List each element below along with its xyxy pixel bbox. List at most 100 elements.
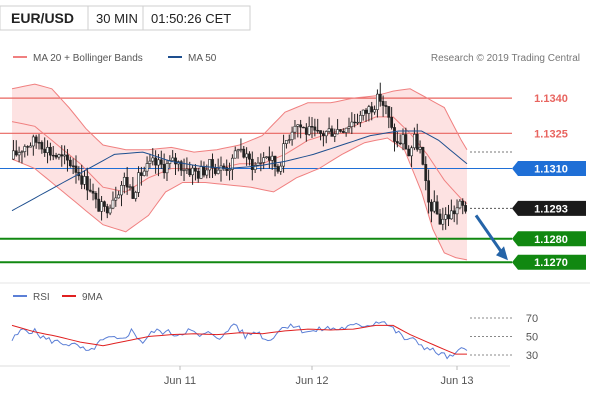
candle-body: [376, 93, 379, 110]
bollinger-band-area: [12, 84, 467, 260]
candle-body: [162, 164, 166, 174]
candle-body: [350, 121, 354, 127]
candle-body: [159, 159, 163, 165]
candle-body: [179, 161, 183, 171]
candle-body: [54, 155, 58, 158]
forecast-arrow: [474, 214, 508, 261]
price-label-1.1325: 1.1325: [534, 128, 568, 140]
candle-body: [435, 201, 439, 215]
candle-body: [199, 166, 203, 179]
candle-body: [259, 162, 263, 164]
candle-body: [57, 154, 61, 158]
candle-body: [373, 109, 376, 113]
candle-body: [111, 199, 115, 209]
candle-body: [276, 166, 280, 172]
candle-body: [395, 141, 399, 144]
candle-body: [296, 124, 300, 127]
candle-body: [211, 159, 214, 169]
candle-body: [290, 131, 294, 140]
candle-body: [310, 126, 314, 128]
price-tag-1.1280: [512, 231, 586, 247]
candle-body: [245, 153, 249, 158]
candle-body: [228, 169, 231, 171]
candle-body: [253, 164, 257, 170]
candle-body: [185, 168, 189, 171]
candle-body: [108, 207, 112, 214]
candle-body: [401, 134, 405, 145]
candle-body: [63, 154, 67, 157]
candle-body: [131, 186, 135, 199]
candle-body: [196, 170, 200, 179]
time-label: 01:50:26 CET: [151, 11, 231, 26]
candle-body: [438, 213, 442, 225]
candle-body: [421, 146, 425, 165]
candle-body: [213, 167, 217, 174]
arrow-shaft: [474, 214, 505, 256]
ma50-path: [11, 130, 468, 212]
candle-body: [74, 165, 78, 173]
candle-body: [313, 126, 317, 131]
ma50-legend-label: MA 50: [188, 53, 217, 64]
candle-body: [174, 157, 177, 165]
candle-body: [114, 197, 118, 201]
candle-body: [404, 134, 408, 150]
candle-body: [137, 172, 140, 193]
candle-body: [464, 205, 467, 212]
price-tag-1.1310: [512, 160, 586, 176]
candle-body: [120, 185, 123, 196]
candle-body: [287, 139, 291, 141]
candle-body: [142, 170, 146, 176]
candle-body: [384, 105, 388, 107]
candle-body: [361, 109, 365, 116]
candle-body: [356, 121, 359, 124]
candle-body: [333, 133, 337, 137]
candle-body: [285, 140, 288, 144]
x-tick-label: Jun 12: [295, 375, 328, 387]
candle-body: [250, 158, 254, 170]
candle-body: [282, 143, 285, 167]
candle-body: [71, 165, 75, 167]
rsi-ma-line: [11, 324, 467, 355]
candle-body: [412, 134, 416, 149]
candle-body: [134, 192, 138, 199]
rsi-tick-30: 30: [526, 350, 538, 362]
price-level-tags: 1.1340 1.1325 1.1310 1.1293 1.1280 1.1270: [512, 93, 586, 270]
candle-body: [85, 176, 89, 191]
candle-body: [452, 210, 456, 215]
candle-body: [48, 146, 52, 156]
candle-body: [319, 130, 322, 134]
candle-body: [37, 142, 41, 144]
candle-body: [91, 190, 95, 194]
candle-body: [432, 201, 436, 212]
candle-body: [316, 129, 320, 132]
candle-body: [358, 115, 362, 123]
rsi-tick-70: 70: [526, 313, 538, 325]
candle-body: [151, 157, 155, 162]
candle-body: [26, 146, 30, 148]
candle-body: [46, 146, 49, 153]
candle-body: [60, 154, 64, 157]
candle-body: [12, 150, 15, 160]
candle-body: [171, 157, 175, 161]
main-legend: MA 20 + Bollinger Bands MA 50: [13, 53, 217, 64]
candle-body: [378, 93, 382, 102]
candle-body: [267, 156, 271, 161]
candle-body: [262, 157, 266, 163]
candle-body: [139, 172, 143, 176]
candle-body: [407, 148, 411, 157]
candle-body: [40, 142, 44, 150]
price-tag-1.1270: [512, 254, 586, 270]
rsi-line: [11, 321, 468, 360]
candle-body: [125, 176, 129, 188]
candle-body: [279, 165, 283, 172]
rsi-legend-label: RSI: [33, 292, 50, 303]
bollinger-lower-line: [11, 137, 468, 261]
candle-body: [424, 164, 428, 182]
candle-body: [336, 129, 340, 135]
candle-body: [339, 129, 342, 132]
price-label-1.1310: 1.1310: [534, 163, 568, 175]
candle-body: [370, 106, 374, 113]
candle-body: [20, 151, 24, 153]
candle-body: [293, 125, 297, 133]
candle-body: [105, 206, 109, 214]
